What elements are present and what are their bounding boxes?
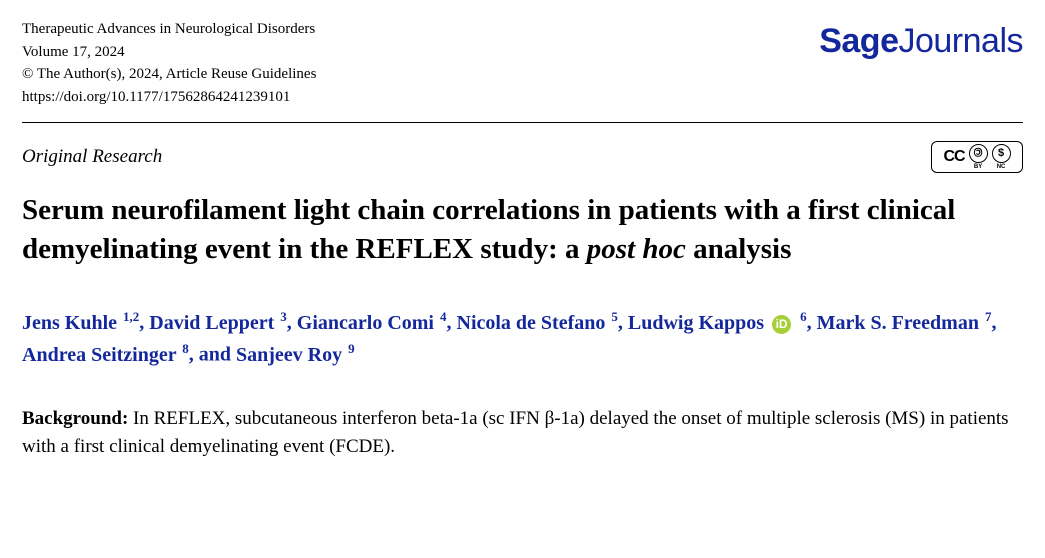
affiliation-ref: 4 — [440, 309, 447, 324]
affiliation-ref: 7 — [985, 309, 992, 324]
header-row: Therapeutic Advances in Neurological Dis… — [22, 18, 1023, 108]
abstract-text: In REFLEX, subcutaneous interferon beta-… — [22, 408, 1009, 458]
author: Nicola de Stefano 5 — [457, 312, 618, 334]
brand-part2: Journals — [898, 22, 1023, 60]
abstract-label: Background: — [22, 408, 128, 429]
doi-link[interactable]: https://doi.org/10.1177/1756286424123910… — [22, 89, 290, 105]
header-divider — [22, 122, 1023, 123]
journal-name: Therapeutic Advances in Neurological Dis… — [22, 18, 316, 41]
author: Jens Kuhle 1,2 — [22, 312, 139, 334]
orcid-icon[interactable]: iD — [772, 315, 791, 334]
affiliation-ref: 3 — [280, 309, 287, 324]
affiliation-ref: 5 — [611, 309, 618, 324]
author: Sanjeev Roy 9 — [236, 344, 355, 366]
author-list: Jens Kuhle 1,2, David Leppert 3, Giancar… — [22, 307, 1023, 370]
abstract: Background: In REFLEX, subcutaneous inte… — [22, 405, 1023, 462]
author: Mark S. Freedman 7 — [817, 312, 992, 334]
author: Andrea Seitzinger 8 — [22, 344, 189, 366]
journal-copyright: © The Author(s), 2024, Article Reuse Gui… — [22, 63, 316, 86]
affiliation-ref: 1,2 — [123, 309, 139, 324]
cc-license-badge: CC 🄯 BY $ NC — [931, 141, 1023, 173]
affiliation-ref: 8 — [182, 341, 189, 356]
publisher-brand: SageJournals — [819, 22, 1023, 61]
journal-meta: Therapeutic Advances in Neurological Dis… — [22, 18, 316, 108]
cc-icon: CC — [943, 148, 964, 166]
article-title: Serum neurofilament light chain correlat… — [22, 191, 1002, 269]
affiliation-ref: 9 — [348, 341, 355, 356]
article-type-row: Original Research CC 🄯 BY $ NC — [22, 141, 1023, 173]
article-type: Original Research — [22, 146, 162, 168]
brand-part1: Sage — [819, 22, 898, 60]
by-icon: 🄯 — [969, 144, 988, 163]
nc-icon: $ — [992, 144, 1011, 163]
author: Giancarlo Comi 4 — [297, 312, 447, 334]
author: David Leppert 3 — [149, 312, 287, 334]
author: Ludwig Kappos iD 6 — [628, 312, 807, 334]
journal-volume: Volume 17, 2024 — [22, 41, 316, 64]
affiliation-ref: 6 — [800, 309, 807, 324]
